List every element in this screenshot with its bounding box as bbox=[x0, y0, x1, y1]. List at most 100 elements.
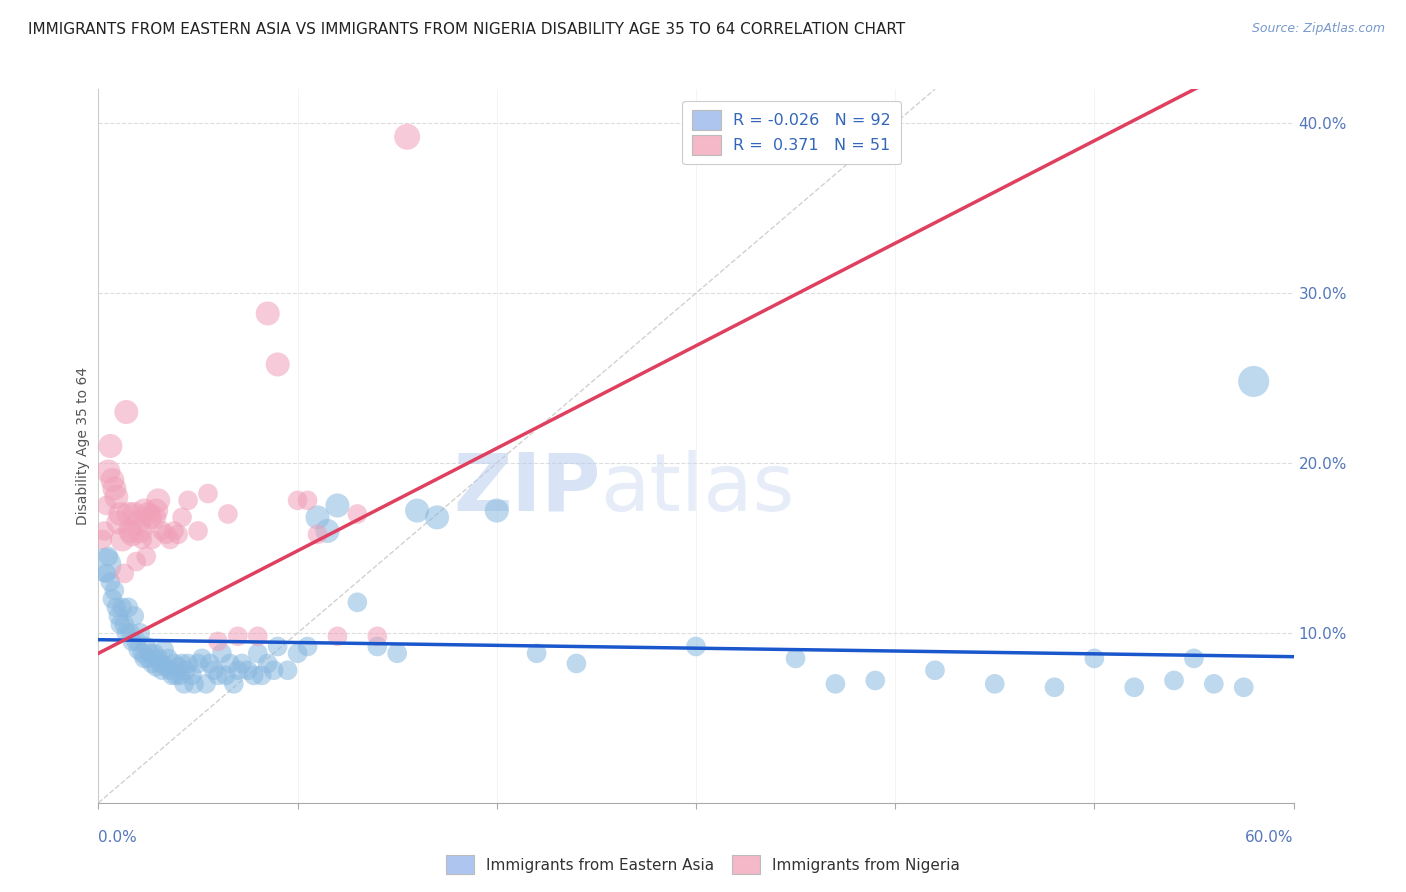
Point bbox=[131, 533, 153, 547]
Point bbox=[785, 651, 807, 665]
Point bbox=[366, 640, 388, 654]
Point bbox=[159, 533, 181, 547]
Point bbox=[125, 634, 148, 648]
Point bbox=[93, 524, 115, 538]
Point bbox=[187, 657, 209, 671]
Legend: R = -0.026   N = 92, R =  0.371   N = 51: R = -0.026 N = 92, R = 0.371 N = 51 bbox=[682, 101, 901, 164]
Point bbox=[159, 663, 181, 677]
Point bbox=[127, 643, 149, 657]
Point bbox=[110, 507, 132, 521]
Point bbox=[191, 651, 214, 665]
Point bbox=[181, 668, 204, 682]
Point bbox=[287, 646, 309, 660]
Point bbox=[297, 640, 319, 654]
Point bbox=[100, 574, 122, 589]
Point bbox=[165, 668, 187, 682]
Point bbox=[1233, 680, 1256, 694]
Point bbox=[93, 558, 115, 572]
Point bbox=[143, 646, 166, 660]
Point bbox=[150, 524, 173, 538]
Point bbox=[426, 510, 449, 524]
Point bbox=[139, 646, 162, 660]
Point bbox=[139, 510, 162, 524]
Point bbox=[297, 493, 319, 508]
Text: 0.0%: 0.0% bbox=[98, 830, 138, 845]
Point bbox=[121, 527, 143, 541]
Point bbox=[183, 677, 205, 691]
Point bbox=[316, 524, 339, 538]
Point bbox=[824, 677, 846, 691]
Point bbox=[307, 527, 329, 541]
Point bbox=[246, 646, 269, 660]
Point bbox=[96, 566, 118, 581]
Point bbox=[565, 657, 588, 671]
Point bbox=[111, 600, 134, 615]
Point bbox=[91, 533, 114, 547]
Point bbox=[134, 503, 156, 517]
Point bbox=[1083, 651, 1105, 665]
Point bbox=[1043, 680, 1066, 694]
Point bbox=[150, 663, 173, 677]
Point bbox=[215, 668, 238, 682]
Point bbox=[207, 634, 229, 648]
Point bbox=[172, 510, 194, 524]
Point bbox=[157, 651, 180, 665]
Point bbox=[174, 663, 197, 677]
Point bbox=[115, 405, 138, 419]
Point bbox=[326, 629, 349, 643]
Point bbox=[396, 129, 419, 144]
Point bbox=[485, 503, 508, 517]
Point bbox=[131, 646, 153, 660]
Point bbox=[121, 634, 143, 648]
Point bbox=[134, 651, 156, 665]
Point bbox=[1163, 673, 1185, 688]
Point bbox=[250, 668, 273, 682]
Point bbox=[1243, 375, 1265, 389]
Point bbox=[148, 493, 170, 508]
Point bbox=[136, 651, 159, 665]
Point bbox=[107, 608, 129, 623]
Point bbox=[105, 490, 128, 504]
Point bbox=[167, 660, 190, 674]
Y-axis label: Disability Age 35 to 64: Disability Age 35 to 64 bbox=[76, 367, 90, 525]
Point bbox=[153, 643, 176, 657]
Point bbox=[155, 527, 177, 541]
Point bbox=[141, 533, 163, 547]
Text: ZIP: ZIP bbox=[453, 450, 600, 528]
Point bbox=[924, 663, 946, 677]
Point bbox=[169, 668, 191, 682]
Point bbox=[101, 473, 124, 487]
Point bbox=[100, 439, 122, 453]
Point bbox=[685, 640, 707, 654]
Point bbox=[1202, 677, 1225, 691]
Point bbox=[117, 600, 139, 615]
Point bbox=[112, 617, 135, 632]
Point bbox=[256, 657, 278, 671]
Point bbox=[129, 626, 152, 640]
Text: 60.0%: 60.0% bbox=[1246, 830, 1294, 845]
Point bbox=[406, 503, 429, 517]
Point bbox=[366, 629, 388, 643]
Point bbox=[526, 646, 548, 660]
Point bbox=[129, 524, 152, 538]
Point bbox=[307, 510, 329, 524]
Point bbox=[243, 668, 266, 682]
Point bbox=[219, 657, 242, 671]
Point bbox=[135, 640, 157, 654]
Point bbox=[135, 549, 157, 564]
Point bbox=[145, 660, 167, 674]
Point bbox=[143, 510, 166, 524]
Point bbox=[173, 677, 195, 691]
Point bbox=[125, 555, 148, 569]
Point bbox=[149, 657, 172, 671]
Point bbox=[222, 677, 245, 691]
Point bbox=[197, 486, 219, 500]
Text: atlas: atlas bbox=[600, 450, 794, 528]
Point bbox=[256, 306, 278, 320]
Point bbox=[107, 516, 129, 530]
Point bbox=[346, 595, 368, 609]
Point bbox=[226, 663, 249, 677]
Point bbox=[177, 657, 200, 671]
Point bbox=[163, 657, 186, 671]
Text: Source: ZipAtlas.com: Source: ZipAtlas.com bbox=[1251, 22, 1385, 36]
